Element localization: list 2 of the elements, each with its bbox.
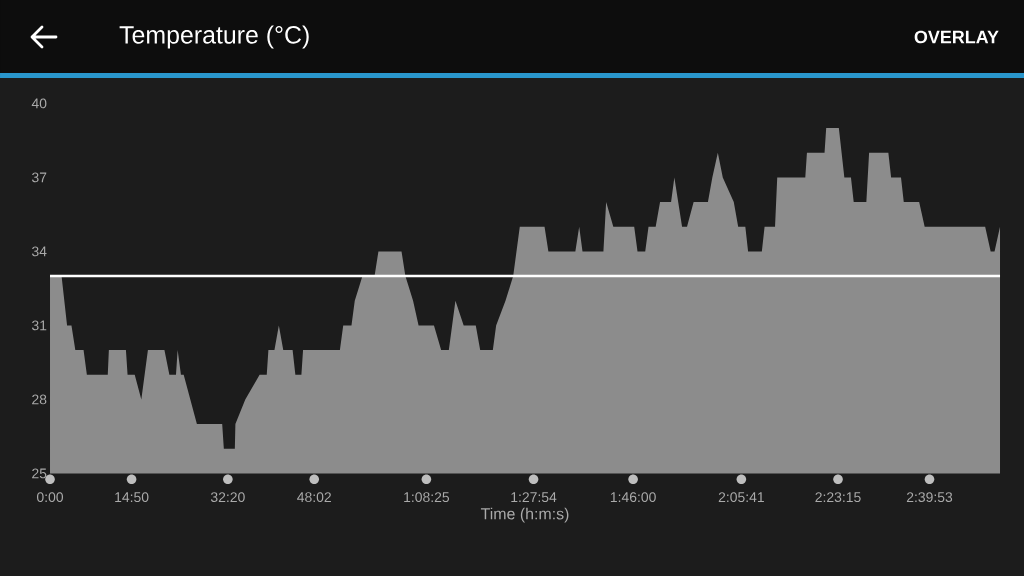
chart-title: Temperature (°C) xyxy=(119,25,309,49)
text: OVERLAY xyxy=(914,30,999,44)
